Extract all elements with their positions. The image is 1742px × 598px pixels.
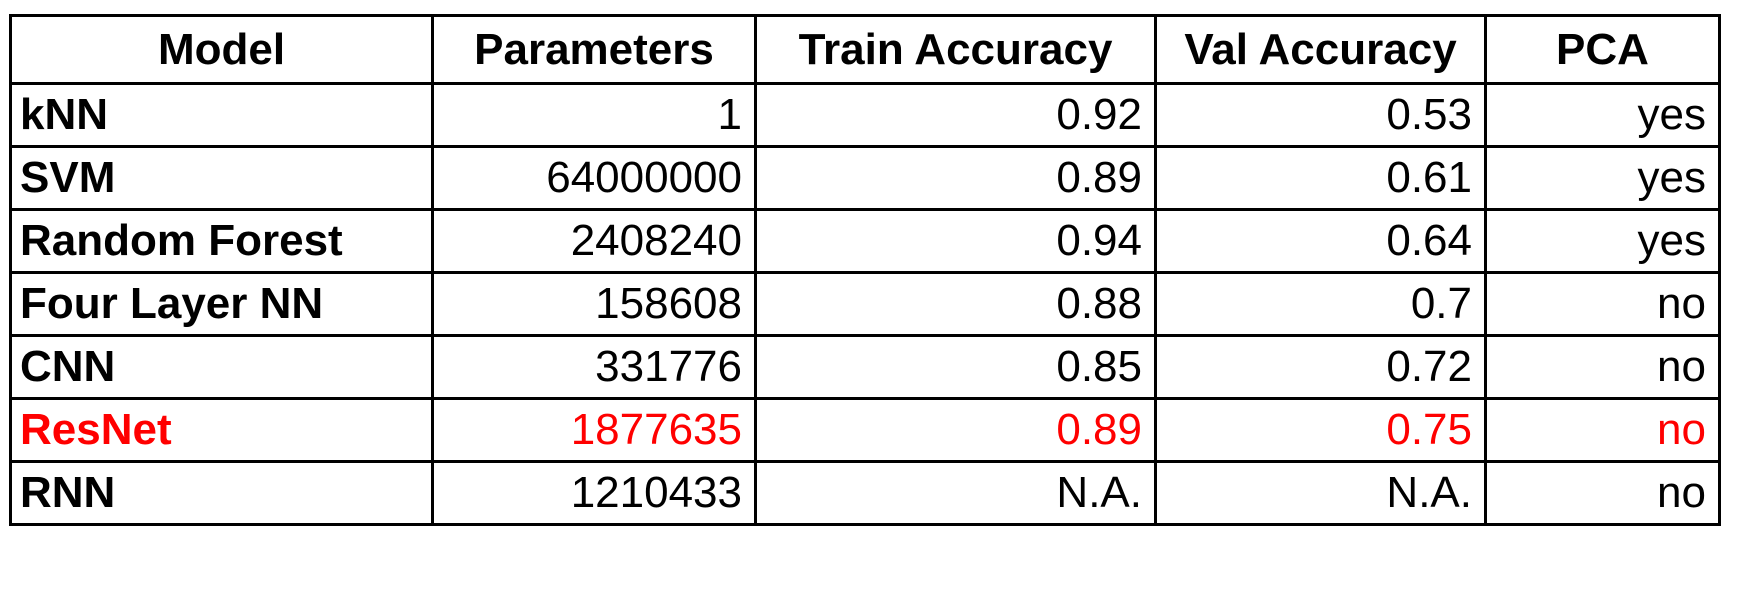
cell-pca: yes: [1484, 208, 1721, 274]
header-model: Model: [9, 14, 434, 85]
cell-model: kNN: [9, 82, 434, 148]
cell-val-accuracy: 0.64: [1154, 208, 1487, 274]
cell-train-accuracy: 0.89: [754, 397, 1157, 463]
cell-train-accuracy: 0.89: [754, 145, 1157, 211]
table-row: RNN 1210433 N.A. N.A. no: [9, 460, 1721, 526]
table-header: Model Parameters Train Accuracy Val Accu…: [9, 14, 1721, 85]
header-val-accuracy: Val Accuracy: [1154, 14, 1487, 85]
cell-pca: yes: [1484, 82, 1721, 148]
cell-parameters: 1877635: [431, 397, 757, 463]
cell-val-accuracy: 0.61: [1154, 145, 1487, 211]
results-table: Model Parameters Train Accuracy Val Accu…: [9, 14, 1721, 526]
cell-model: Four Layer NN: [9, 271, 434, 337]
cell-parameters: 1: [431, 82, 757, 148]
cell-parameters: 331776: [431, 334, 757, 400]
cell-val-accuracy: 0.75: [1154, 397, 1487, 463]
cell-pca: no: [1484, 460, 1721, 526]
cell-pca: no: [1484, 271, 1721, 337]
header-row: Model Parameters Train Accuracy Val Accu…: [9, 14, 1721, 85]
table-row: Four Layer NN 158608 0.88 0.7 no: [9, 271, 1721, 337]
header-train-accuracy: Train Accuracy: [754, 14, 1157, 85]
cell-pca: no: [1484, 397, 1721, 463]
cell-model: Random Forest: [9, 208, 434, 274]
cell-train-accuracy: 0.85: [754, 334, 1157, 400]
cell-model: RNN: [9, 460, 434, 526]
table-row: Random Forest 2408240 0.94 0.64 yes: [9, 208, 1721, 274]
header-pca: PCA: [1484, 14, 1721, 85]
cell-parameters: 1210433: [431, 460, 757, 526]
cell-train-accuracy: N.A.: [754, 460, 1157, 526]
table-body: kNN 1 0.92 0.53 yes SVM 64000000 0.89 0.61 yes Ran…: [9, 82, 1721, 526]
cell-parameters: 158608: [431, 271, 757, 337]
cell-train-accuracy: 0.88: [754, 271, 1157, 337]
cell-val-accuracy: N.A.: [1154, 460, 1487, 526]
cell-val-accuracy: 0.53: [1154, 82, 1487, 148]
cell-parameters: 64000000: [431, 145, 757, 211]
cell-model: CNN: [9, 334, 434, 400]
cell-val-accuracy: 0.7: [1154, 271, 1487, 337]
table-row: kNN 1 0.92 0.53 yes: [9, 82, 1721, 148]
cell-val-accuracy: 0.72: [1154, 334, 1487, 400]
cell-train-accuracy: 0.92: [754, 82, 1157, 148]
cell-pca: no: [1484, 334, 1721, 400]
table-row: CNN 331776 0.85 0.72 no: [9, 334, 1721, 400]
cell-pca: yes: [1484, 145, 1721, 211]
cell-model: SVM: [9, 145, 434, 211]
cell-train-accuracy: 0.94: [754, 208, 1157, 274]
cell-model: ResNet: [9, 397, 434, 463]
table-row: ResNet 1877635 0.89 0.75 no: [9, 397, 1721, 463]
header-parameters: Parameters: [431, 14, 757, 85]
table-row: SVM 64000000 0.89 0.61 yes: [9, 145, 1721, 211]
cell-parameters: 2408240: [431, 208, 757, 274]
